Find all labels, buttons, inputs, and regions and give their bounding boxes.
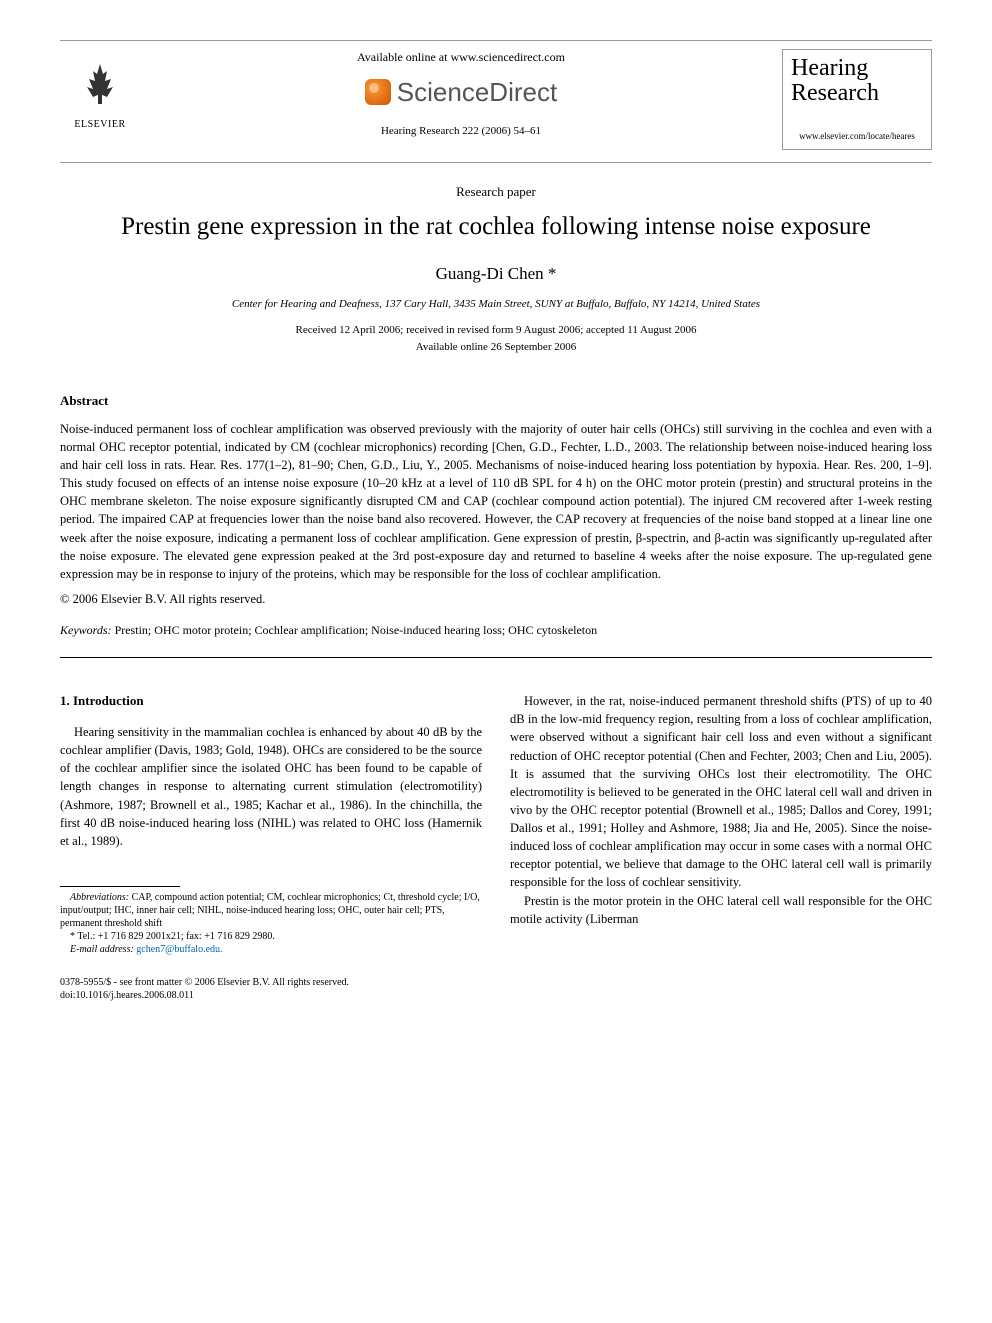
abbreviations-line: Abbreviations: CAP, compound action pote…: [60, 891, 482, 930]
email-line: E-mail address: gchen7@buffalo.edu.: [60, 943, 482, 956]
available-online-text: Available online at www.sciencedirect.co…: [160, 49, 762, 66]
email-label: E-mail address:: [70, 944, 134, 955]
bottom-matter: 0378-5955/$ - see front matter © 2006 El…: [60, 976, 932, 1002]
intro-head: 1. Introduction: [60, 692, 482, 711]
doi-line: doi:10.1016/j.heares.2006.08.011: [60, 989, 932, 1002]
journal-box: Hearing Research www.elsevier.com/locate…: [782, 49, 932, 150]
elsevier-tree-icon: [75, 59, 125, 116]
section-divider: [60, 657, 932, 658]
footnote-block: Abbreviations: CAP, compound action pote…: [60, 891, 482, 956]
author-name: Guang-Di Chen *: [60, 262, 932, 286]
page-header: ELSEVIER Available online at www.science…: [60, 40, 932, 163]
intro-para-left: Hearing sensitivity in the mammalian coc…: [60, 723, 482, 850]
left-column: 1. Introduction Hearing sensitivity in t…: [60, 692, 482, 956]
right-column: However, in the rat, noise-induced perma…: [510, 692, 932, 956]
publisher-label: ELSEVIER: [74, 118, 125, 132]
intro-para-right-2: Prestin is the motor protein in the OHC …: [510, 892, 932, 928]
header-center: Available online at www.sciencedirect.co…: [140, 49, 782, 140]
sciencedirect-logo: ScienceDirect: [160, 74, 762, 110]
sciencedirect-icon: [365, 79, 391, 105]
publisher-logo-block: ELSEVIER: [60, 49, 140, 132]
abstract-text: Noise-induced permanent loss of cochlear…: [60, 420, 932, 583]
journal-name-line1: Hearing: [791, 56, 923, 81]
received-dates: Received 12 April 2006; received in revi…: [60, 323, 932, 338]
front-matter-line: 0378-5955/$ - see front matter © 2006 El…: [60, 976, 932, 989]
abstract-head: Abstract: [60, 392, 932, 410]
email-address[interactable]: gchen7@buffalo.edu.: [134, 944, 223, 955]
citation-line: Hearing Research 222 (2006) 54–61: [160, 124, 762, 139]
abstract-copyright: © 2006 Elsevier B.V. All rights reserved…: [60, 591, 932, 609]
footnote-rule: [60, 886, 180, 887]
abbrev-label: Abbreviations:: [70, 892, 129, 903]
body-columns: 1. Introduction Hearing sensitivity in t…: [60, 692, 932, 956]
journal-url: www.elsevier.com/locate/heares: [791, 130, 923, 143]
intro-para-right-1: However, in the rat, noise-induced perma…: [510, 692, 932, 891]
tel-line: * Tel.: +1 716 829 2001x21; fax: +1 716 …: [60, 930, 482, 943]
paper-title: Prestin gene expression in the rat cochl…: [100, 211, 892, 244]
keywords-line: Keywords: Prestin; OHC motor protein; Co…: [60, 622, 932, 639]
available-date: Available online 26 September 2006: [60, 340, 932, 355]
affiliation: Center for Hearing and Deafness, 137 Car…: [60, 297, 932, 312]
keywords-label: Keywords:: [60, 623, 112, 637]
sciencedirect-text: ScienceDirect: [397, 74, 557, 110]
journal-name-line2: Research: [791, 81, 923, 106]
keywords-text: Prestin; OHC motor protein; Cochlear amp…: [112, 623, 598, 637]
paper-type: Research paper: [60, 183, 932, 201]
